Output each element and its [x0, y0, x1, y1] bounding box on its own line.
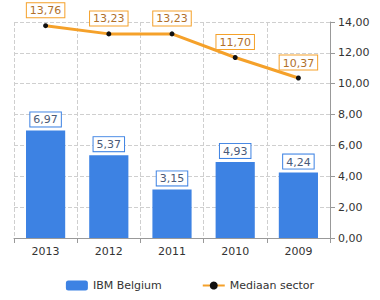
svg-text:13,76: 13,76 — [30, 4, 62, 17]
svg-text:2012: 2012 — [95, 245, 123, 258]
svg-text:6,97: 6,97 — [33, 113, 58, 126]
svg-text:5,37: 5,37 — [97, 138, 122, 151]
svg-text:13,23: 13,23 — [93, 12, 125, 25]
svg-text:13,23: 13,23 — [156, 12, 188, 25]
svg-text:12,00: 12,00 — [338, 46, 370, 59]
svg-text:6,00: 6,00 — [338, 139, 363, 152]
svg-text:3,15: 3,15 — [160, 172, 185, 185]
svg-text:2013: 2013 — [32, 245, 60, 258]
svg-text:Mediaan sector: Mediaan sector — [230, 279, 315, 292]
svg-text:10,00: 10,00 — [338, 77, 370, 90]
svg-text:2010: 2010 — [221, 245, 249, 258]
svg-text:4,24: 4,24 — [286, 156, 311, 169]
svg-text:2011: 2011 — [158, 245, 186, 258]
svg-text:8,00: 8,00 — [338, 108, 363, 121]
svg-text:IBM Belgium: IBM Belgium — [93, 279, 162, 292]
svg-text:4,93: 4,93 — [223, 145, 248, 158]
svg-text:11,70: 11,70 — [219, 36, 251, 49]
svg-text:14,00: 14,00 — [338, 16, 370, 29]
svg-text:10,37: 10,37 — [283, 57, 315, 70]
svg-text:4,00: 4,00 — [338, 170, 363, 183]
svg-text:0,00: 0,00 — [338, 232, 363, 245]
svg-text:2009: 2009 — [284, 245, 312, 258]
svg-text:2,00: 2,00 — [338, 201, 363, 214]
